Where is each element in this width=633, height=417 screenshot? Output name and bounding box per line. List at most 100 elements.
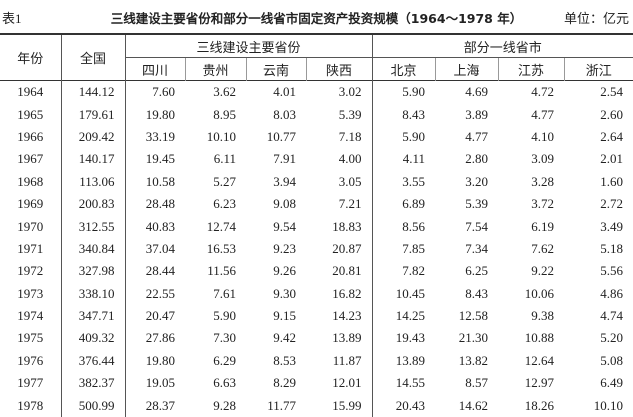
data-table: 年份 全国 三线建设主要省份 部分一线省市 四川 贵州 云南 陕西 北京 上海 江苏 浙江 1964 1… — [0, 33, 633, 417]
value-cell: 28.37 — [145, 397, 175, 413]
value-cell: 3.02 — [306, 80, 373, 104]
value-cell: 7.30 — [213, 330, 236, 346]
table-body: 1964 144.12 7.60 3.62 4.01 3.02 5.90 4.69 4.72 2.… — [0, 80, 633, 417]
value-cell: 4.10 — [531, 128, 555, 144]
value-cell: 19.05 — [145, 375, 175, 391]
value-cell: 3.05 — [306, 170, 373, 193]
year-cell: 1971 — [0, 237, 62, 261]
value-cell: 3.94 — [273, 173, 296, 189]
value-cell: 6.11 — [213, 151, 236, 167]
value-cell: 7.34 — [465, 240, 489, 256]
value-cell: 6.25 — [465, 263, 489, 279]
year-cell: 1972 — [0, 260, 62, 283]
value-cell: 12.64 — [524, 352, 555, 368]
value-cell: 113.06 — [61, 170, 126, 193]
value-cell: 8.95 — [213, 106, 236, 122]
column-header: 年份 — [0, 34, 62, 81]
value-cell: 14.62 — [458, 397, 489, 413]
group-header: 三线建设主要省份 — [125, 34, 373, 58]
table-header: 年份 全国 三线建设主要省份 部分一线省市 四川 贵州 云南 陕西 北京 上海 江苏 浙江 — [0, 34, 633, 81]
value-cell: 3.49 — [600, 218, 624, 234]
value-cell: 19.80 — [145, 106, 175, 122]
value-cell: 376.44 — [61, 349, 126, 373]
table-row: 1966 209.42 33.19 10.10 10.77 7.18 5.90 4.77 4.1… — [0, 125, 633, 149]
value-cell: 5.90 — [213, 308, 236, 324]
value-cell: 11.56 — [207, 263, 236, 279]
value-cell: 5.90 — [402, 128, 426, 144]
value-cell: 13.82 — [458, 352, 489, 368]
value-cell: 10.45 — [395, 285, 426, 301]
year-cell: 1973 — [0, 282, 62, 305]
value-cell: 16.53 — [206, 240, 236, 256]
value-cell: 7.62 — [531, 240, 555, 256]
value-cell: 28.48 — [145, 196, 175, 212]
column-header: 江苏 — [497, 57, 565, 81]
value-cell: 7.60 — [152, 84, 175, 100]
value-cell: 9.23 — [273, 240, 296, 256]
value-cell: 5.20 — [600, 330, 624, 346]
value-cell: 33.19 — [145, 128, 175, 144]
value-cell: 9.30 — [273, 285, 296, 301]
year-cell: 1969 — [0, 192, 62, 216]
value-cell: 3.72 — [531, 196, 555, 212]
value-cell: 8.03 — [273, 106, 296, 122]
table-row: 1972 327.98 28.44 11.56 9.26 20.81 7.82 6.25 9.2… — [0, 260, 633, 283]
value-cell: 3.62 — [213, 84, 236, 100]
value-cell: 4.74 — [600, 308, 624, 324]
value-cell: 9.38 — [531, 308, 555, 324]
value-cell: 4.69 — [465, 84, 489, 100]
year-cell: 1975 — [0, 327, 62, 350]
value-cell: 209.42 — [61, 125, 126, 149]
value-cell: 7.61 — [213, 285, 236, 301]
value-cell: 19.45 — [145, 151, 175, 167]
value-cell: 4.00 — [306, 148, 373, 171]
value-cell: 12.58 — [458, 308, 489, 324]
table-label: 表1 — [2, 11, 22, 26]
year-cell: 1965 — [0, 103, 62, 126]
value-cell: 2.72 — [600, 196, 624, 212]
value-cell: 327.98 — [61, 260, 126, 283]
value-cell: 3.28 — [531, 173, 555, 189]
table-row: 1969 200.83 28.48 6.23 9.08 7.21 6.89 5.39 3.72 2… — [0, 192, 633, 216]
value-cell: 340.84 — [61, 237, 126, 261]
value-cell: 6.23 — [213, 196, 236, 212]
value-cell: 10.77 — [266, 128, 296, 144]
table-row: 1967 140.17 19.45 6.11 7.91 4.00 4.11 2.80 3.09 2… — [0, 148, 633, 171]
value-cell: 8.53 — [273, 352, 296, 368]
table-row: 1971 340.84 37.04 16.53 9.23 20.87 7.85 7.34 7.6… — [0, 237, 633, 261]
value-cell: 3.89 — [465, 106, 489, 122]
value-cell: 12.01 — [306, 372, 373, 395]
year-cell: 1967 — [0, 148, 62, 171]
value-cell: 8.57 — [465, 375, 489, 391]
table-row: 1975 409.32 27.86 7.30 9.42 13.89 19.43 21.30 10… — [0, 327, 633, 350]
value-cell: 8.56 — [402, 218, 426, 234]
value-cell: 5.56 — [600, 263, 624, 279]
value-cell: 5.18 — [600, 240, 624, 256]
value-cell: 15.99 — [306, 394, 373, 417]
value-cell: 5.08 — [600, 352, 624, 368]
value-cell: 12.74 — [206, 218, 236, 234]
value-cell: 3.09 — [531, 151, 555, 167]
table-row: 1978 500.99 28.37 9.28 11.77 15.99 20.43 14.62 1… — [0, 394, 633, 417]
value-cell: 14.55 — [395, 375, 426, 391]
value-cell: 338.10 — [61, 282, 126, 305]
value-cell: 18.83 — [306, 215, 373, 238]
column-header: 北京 — [372, 57, 436, 81]
value-cell: 6.29 — [213, 352, 236, 368]
value-cell: 5.90 — [402, 84, 426, 100]
value-cell: 9.15 — [273, 308, 296, 324]
value-cell: 22.55 — [145, 285, 175, 301]
value-cell: 409.32 — [61, 327, 126, 350]
value-cell: 4.77 — [465, 128, 489, 144]
value-cell: 382.37 — [61, 372, 126, 395]
unit-note: 单位：亿元 — [563, 11, 629, 26]
value-cell: 8.43 — [465, 285, 489, 301]
value-cell: 2.60 — [600, 106, 624, 122]
value-cell: 1.60 — [600, 173, 624, 189]
table-row: 1977 382.37 19.05 6.63 8.29 12.01 14.55 8.57 12.… — [0, 372, 633, 395]
value-cell: 16.82 — [306, 282, 373, 305]
value-cell: 37.04 — [145, 240, 175, 256]
value-cell: 7.91 — [273, 151, 296, 167]
year-cell: 1977 — [0, 372, 62, 395]
